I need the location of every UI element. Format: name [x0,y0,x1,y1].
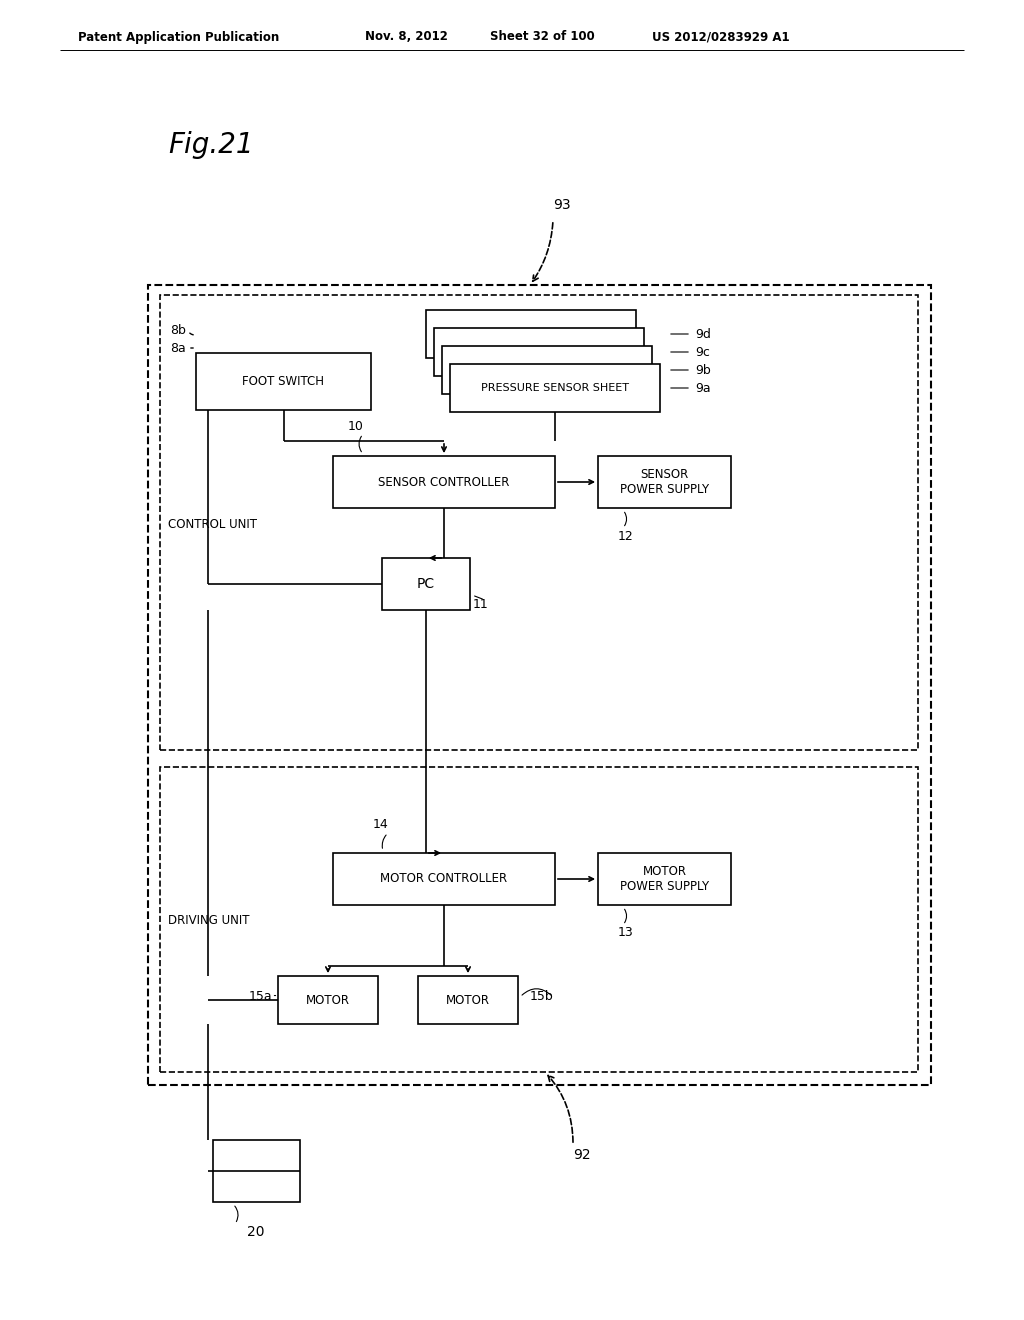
Bar [148,285,931,1085]
Text: DRIVING UNIT: DRIVING UNIT [168,913,250,927]
Bar [160,294,918,750]
Text: MOTOR
POWER SUPPLY: MOTOR POWER SUPPLY [620,865,709,894]
Text: SENSOR CONTROLLER: SENSOR CONTROLLER [378,475,510,488]
Text: Fig.21: Fig.21 [168,131,254,158]
Text: PC: PC [417,577,435,591]
Text: SENSOR
POWER SUPPLY: SENSOR POWER SUPPLY [620,469,709,496]
Text: 92: 92 [573,1148,591,1162]
Text: 10: 10 [348,420,364,433]
Text: MOTOR: MOTOR [446,994,490,1006]
Bar [598,455,731,508]
Bar [333,455,555,508]
Bar [442,346,652,393]
Bar [598,853,731,906]
Text: MOTOR CONTROLLER: MOTOR CONTROLLER [381,873,508,886]
Bar [426,310,636,358]
Text: 13: 13 [618,927,634,940]
Text: Sheet 32 of 100: Sheet 32 of 100 [490,30,595,44]
Text: CONTROL UNIT: CONTROL UNIT [168,519,257,532]
Bar [333,853,555,906]
Text: 12: 12 [618,529,634,543]
Text: 93: 93 [553,198,570,213]
Bar [160,767,918,1072]
Bar [213,1140,300,1203]
Bar [450,364,660,412]
Text: 15a: 15a [249,990,272,1003]
Bar [434,327,644,376]
Text: 8b: 8b [170,325,186,338]
Text: 9c: 9c [695,346,710,359]
Text: FOOT SWITCH: FOOT SWITCH [243,375,325,388]
Text: 9b: 9b [695,363,711,376]
Text: 11: 11 [473,598,488,611]
Bar [278,975,378,1024]
Bar [418,975,518,1024]
Text: US 2012/0283929 A1: US 2012/0283929 A1 [652,30,790,44]
Text: 9a: 9a [695,381,711,395]
Bar [382,558,470,610]
Text: 20: 20 [247,1225,264,1239]
Text: 15b: 15b [529,990,553,1003]
Text: Nov. 8, 2012: Nov. 8, 2012 [365,30,447,44]
Text: Patent Application Publication: Patent Application Publication [78,30,280,44]
Text: 9d: 9d [695,327,711,341]
Text: PRESSURE SENSOR SHEET: PRESSURE SENSOR SHEET [481,383,629,393]
Text: 14: 14 [373,818,389,832]
Bar [196,352,371,411]
Text: MOTOR: MOTOR [306,994,350,1006]
Text: 8a: 8a [170,342,186,355]
